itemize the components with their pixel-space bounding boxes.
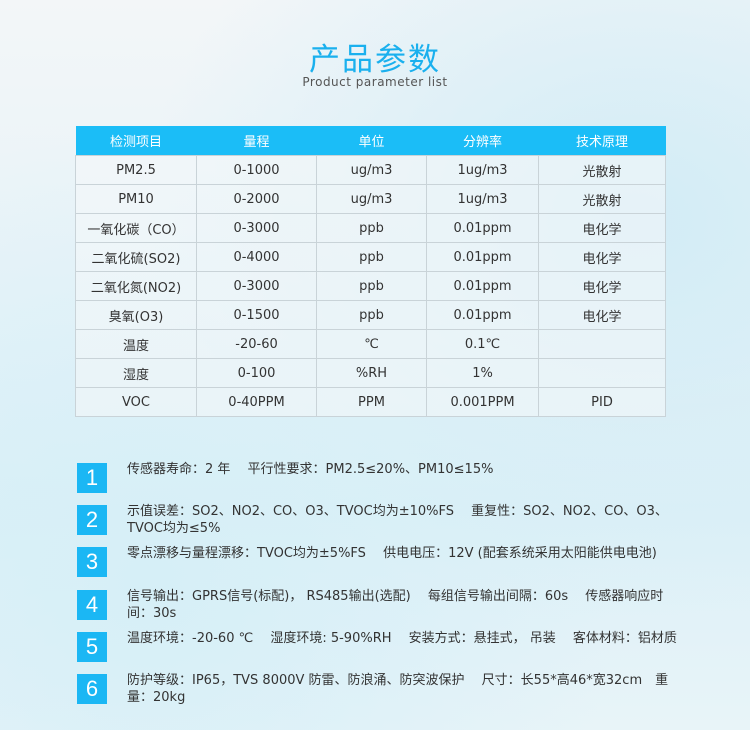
table-cell: ug/m3 [316, 155, 427, 185]
column-header: 量程 [196, 126, 317, 156]
table-row: PM2.5 0-1000 ug/m3 1ug/m3 光散射 [75, 155, 666, 185]
table-cell: 电化学 [538, 271, 666, 301]
table-cell: 0-40PPM [196, 387, 317, 417]
table-cell: -20-60 [196, 329, 317, 359]
table-cell: 0.01ppm [426, 300, 539, 330]
spec-text: 零点漂移与量程漂移：TVOC均为±5%FS 供电电压：12V (配套系统采用太阳… [127, 546, 657, 561]
page-subtitle: Product parameter list [302, 75, 448, 89]
table-cell: 二氧化硫(SO2) [75, 242, 197, 272]
table-cell: PID [538, 387, 666, 417]
spec-text: 示值误差：SO2、NO2、CO、O3、TVOC均为±10%FS 重复性：SO2、… [127, 504, 668, 536]
table-cell: 0.001PPM [426, 387, 539, 417]
page-title: 产品参数 [309, 42, 441, 78]
table-cell: 0-3000 [196, 213, 317, 243]
table-cell: ppb [316, 242, 427, 272]
spec-number-badge: 3 [77, 547, 107, 577]
table-cell: 0-1000 [196, 155, 317, 185]
spec-number-badge: 6 [77, 674, 107, 704]
spec-number-badge: 2 [77, 505, 107, 535]
table-cell: 0.01ppm [426, 242, 539, 272]
spec-number-badge: 4 [77, 590, 107, 620]
table-cell: 电化学 [538, 300, 666, 330]
table-row: VOC 0-40PPM PPM 0.001PPM PID [75, 387, 666, 417]
parameter-table: 检测项目 量程 单位 分辨率 技术原理 PM2.5 0-1000 ug/m3 1ug/… [75, 126, 666, 417]
table-cell: ug/m3 [316, 184, 427, 214]
table-row: 二氧化氮(NO2) 0-3000 ppb 0.01ppm 电化学 [75, 271, 666, 301]
table-cell: PPM [316, 387, 427, 417]
table-cell: VOC [75, 387, 197, 417]
table-cell: 1% [426, 358, 539, 388]
spec-number-badge: 5 [77, 632, 107, 662]
spec-number-badge: 1 [77, 463, 107, 493]
table-cell: 电化学 [538, 242, 666, 272]
table-row: PM10 0-2000 ug/m3 1ug/m3 光散射 [75, 184, 666, 214]
table-cell: ppb [316, 271, 427, 301]
table-header-row: 检测项目 量程 单位 分辨率 技术原理 [75, 126, 666, 156]
table-cell: 温度 [75, 329, 197, 359]
column-header: 检测项目 [75, 126, 197, 156]
table-cell: 0-3000 [196, 271, 317, 301]
table-row: 一氧化碳（CO） 0-3000 ppb 0.01ppm 电化学 [75, 213, 666, 243]
spec-text: 传感器寿命：2 年 平行性要求：PM2.5≤20%、PM10≤15% [127, 462, 494, 477]
table-row: 二氧化硫(SO2) 0-4000 ppb 0.01ppm 电化学 [75, 242, 666, 272]
table-cell: 0.01ppm [426, 213, 539, 243]
spec-text: 信号输出：GPRS信号(标配)， RS485输出(选配) 每组信号输出间隔：60… [127, 589, 664, 621]
table-cell: 1ug/m3 [426, 155, 539, 185]
table-cell: 0-4000 [196, 242, 317, 272]
table-cell: 0.01ppm [426, 271, 539, 301]
table-row: 温度 -20-60 ℃ 0.1℃ [75, 329, 666, 359]
table-row: 湿度 0-100 %RH 1% [75, 358, 666, 388]
table-cell: 1ug/m3 [426, 184, 539, 214]
spec-text: 防护等级：IP65，TVS 8000V 防雷、防浪涌、防突波保护 尺寸：长55*… [127, 673, 669, 705]
table-cell: 一氧化碳（CO） [75, 213, 197, 243]
table-cell: 电化学 [538, 213, 666, 243]
table-cell: %RH [316, 358, 427, 388]
table-cell: PM2.5 [75, 155, 197, 185]
column-header: 单位 [316, 126, 427, 156]
table-cell: 0-2000 [196, 184, 317, 214]
table-cell: PM10 [75, 184, 197, 214]
table-cell [538, 329, 666, 359]
table-cell: 湿度 [75, 358, 197, 388]
table-cell: 二氧化氮(NO2) [75, 271, 197, 301]
table-cell: ℃ [316, 329, 427, 359]
table-cell: ppb [316, 213, 427, 243]
table-cell: 0-1500 [196, 300, 317, 330]
table-cell: 光散射 [538, 184, 666, 214]
spec-text: 温度环境：-20-60 ℃ 湿度环境: 5-90%RH 安装方式：悬挂式， 吊装… [127, 631, 677, 646]
table-cell [538, 358, 666, 388]
column-header: 分辨率 [426, 126, 539, 156]
table-cell: 0.1℃ [426, 329, 539, 359]
table-cell: 0-100 [196, 358, 317, 388]
table-cell: 光散射 [538, 155, 666, 185]
table-cell: ppb [316, 300, 427, 330]
table-cell: 臭氧(O3) [75, 300, 197, 330]
column-header: 技术原理 [538, 126, 666, 156]
table-row: 臭氧(O3) 0-1500 ppb 0.01ppm 电化学 [75, 300, 666, 330]
